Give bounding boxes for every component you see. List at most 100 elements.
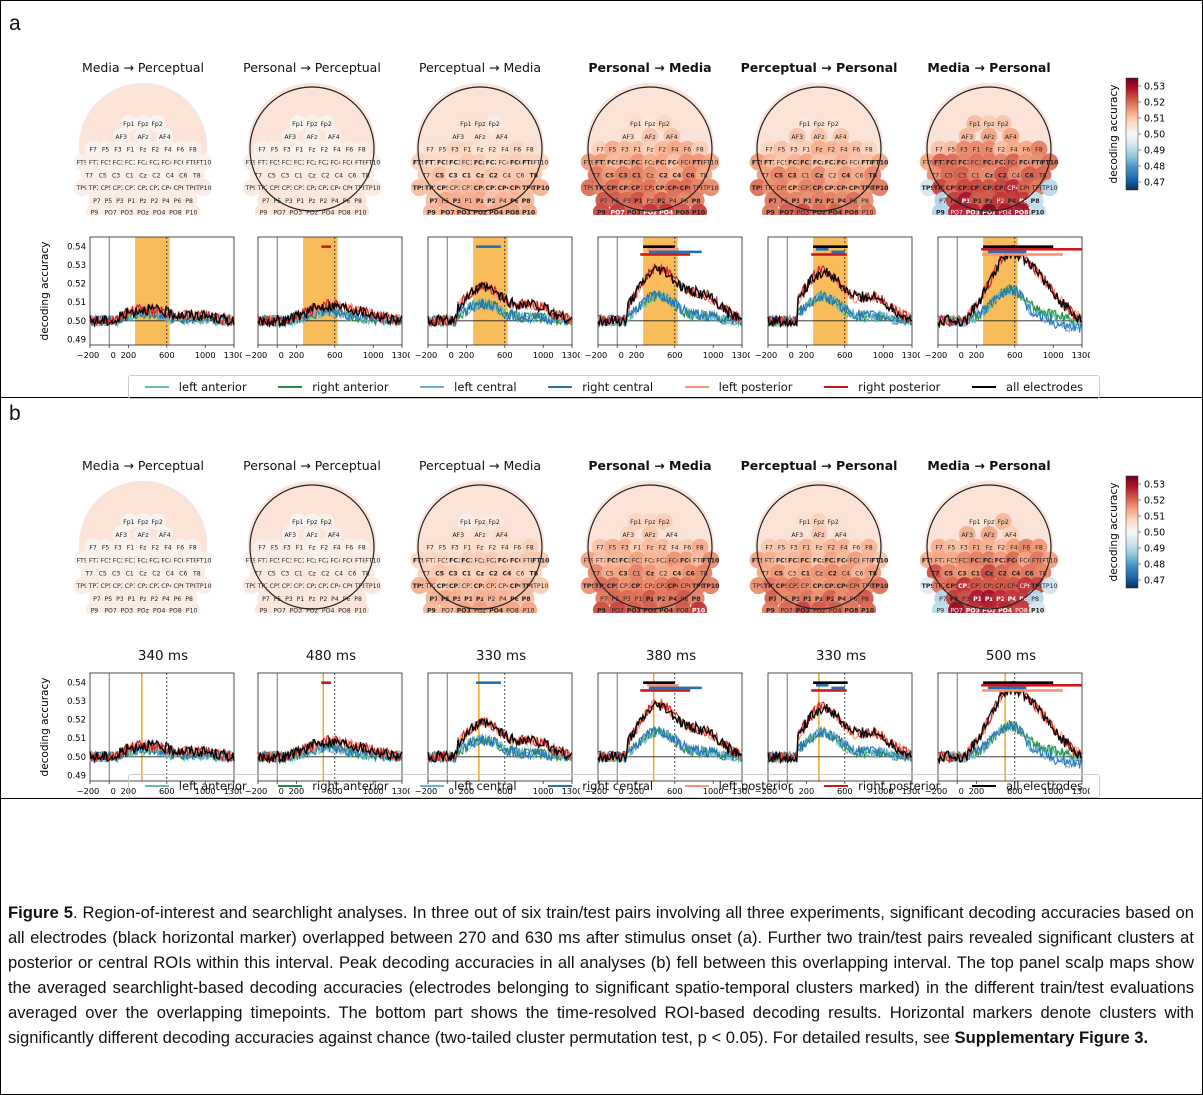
electrode-label: AFz xyxy=(137,532,148,539)
electrode: C1 xyxy=(967,166,985,184)
electrode-label: FC1 xyxy=(970,558,983,565)
x-tick-label: 1000 xyxy=(533,786,554,796)
electrode-label: C4 xyxy=(335,172,343,179)
x-tick-label: 600 xyxy=(837,350,853,360)
electrode-label: POz xyxy=(982,210,996,216)
electrode-label: FC5 xyxy=(777,160,789,167)
electrode-label: P2 xyxy=(826,596,835,603)
electrode: CP3 xyxy=(617,577,635,595)
electrode-label: FC1 xyxy=(125,558,137,565)
electrode-label: P6 xyxy=(850,198,858,205)
electrode-label: CP5 xyxy=(777,185,789,192)
electrode: FT8 xyxy=(1029,551,1047,569)
electrode: CP6 xyxy=(340,179,357,197)
electrode: Fpz xyxy=(134,513,152,531)
electrode-label: FC5 xyxy=(947,558,959,565)
electrode: FC2 xyxy=(483,153,501,171)
electrode-label: C4 xyxy=(842,570,850,577)
electrode-label: F5 xyxy=(948,147,956,154)
electrode-label: TP9 xyxy=(75,185,88,192)
electrode-label: CP2 xyxy=(656,583,668,590)
electrode: FT7 xyxy=(761,551,779,569)
x-tick-label: 600 xyxy=(667,786,683,796)
electrode-label: F3 xyxy=(790,545,798,552)
x-tick-label: 600 xyxy=(667,350,683,360)
electrode-label: F4 xyxy=(1010,147,1018,154)
electrode-label: AFz xyxy=(137,134,148,141)
electrode: CP5 xyxy=(605,577,622,595)
electrode-label: F3 xyxy=(114,545,122,552)
electrode-label: P5 xyxy=(951,198,959,205)
electrode: Fpz xyxy=(980,115,998,133)
electrode: F1 xyxy=(459,140,476,158)
electrode-label: FT7 xyxy=(935,558,946,565)
electrode: FC6 xyxy=(171,153,188,171)
electrode: C6 xyxy=(511,564,529,582)
electrode: CP2 xyxy=(992,179,1010,197)
electrode-label: F2 xyxy=(828,147,836,154)
electrode-label: F3 xyxy=(283,545,291,552)
y-tick-label: 0.54 xyxy=(67,242,86,252)
electrode: F5 xyxy=(266,140,284,158)
electrode-label: FC4 xyxy=(837,558,851,565)
electrode-label: PO8 xyxy=(506,608,519,614)
electrode: Fz xyxy=(641,538,659,556)
electrode: C6 xyxy=(343,564,361,582)
electrode: CP1 xyxy=(291,179,309,197)
electrode-label: AF3 xyxy=(622,532,634,539)
electrode-label: TP9 xyxy=(752,185,765,192)
electrode-label: P8 xyxy=(1031,198,1040,205)
electrode-label: F4 xyxy=(164,545,172,552)
electrode-label: AF3 xyxy=(791,532,803,539)
electrode-label: F7 xyxy=(89,147,97,154)
electrode: C5 xyxy=(601,564,619,582)
electrode-label: CP5 xyxy=(607,583,620,590)
electrode-label: C3 xyxy=(619,172,628,179)
x-tick-label: 600 xyxy=(1007,350,1023,360)
electrode-label: C1 xyxy=(294,570,302,577)
electrode: AF3 xyxy=(112,127,130,145)
electrode: AF4 xyxy=(832,525,850,543)
peak-time-label: 340 ms xyxy=(137,648,189,664)
electrode-label: P1 xyxy=(297,198,305,205)
electrode: CP4 xyxy=(495,179,513,197)
electrode: FC5 xyxy=(944,551,961,569)
electrode-label: AF3 xyxy=(961,134,973,141)
electrode-label: PO7 xyxy=(441,210,455,216)
plot-frame xyxy=(767,236,913,346)
electrode: F8 xyxy=(691,140,709,158)
electrode-label: P1 xyxy=(297,596,305,603)
electrode-label: P7 xyxy=(600,198,608,205)
electrode: C4 xyxy=(161,564,179,582)
electrode: C2 xyxy=(316,564,334,582)
electrode-label: F3 xyxy=(960,147,968,154)
plot-frame xyxy=(89,672,235,782)
electrode-label: F3 xyxy=(451,147,459,154)
electrode-label: FC1 xyxy=(632,558,644,565)
electrode: T8 xyxy=(188,564,206,582)
electrode: FC5 xyxy=(435,551,452,569)
electrode-label: TP8 xyxy=(861,185,874,192)
electrode: Fpz xyxy=(810,513,828,531)
electrode-label: P6 xyxy=(174,596,182,603)
electrode-label: TP10 xyxy=(364,185,380,192)
electrode: F7 xyxy=(421,140,439,158)
electrode: F5 xyxy=(97,140,115,158)
electrode-label: Fp2 xyxy=(997,519,1008,526)
electrode-label: C5 xyxy=(945,172,953,179)
x-tick-label: 1000 xyxy=(703,786,724,796)
scalp-map: Fp1 Fpz Fp2 AF3 AFz AF4 F7 F5 F3 F1 Fz F2 F4 F6 F8 FT9 F… xyxy=(68,77,218,244)
electrode: F5 xyxy=(434,140,452,158)
electrode: FCz xyxy=(134,551,152,569)
electrode-label: T8 xyxy=(699,570,708,577)
electrode: FT8 xyxy=(690,551,708,569)
electrode-label: TP8 xyxy=(522,185,535,192)
electrode-label: PO7 xyxy=(611,210,625,216)
panel-b-letter: b xyxy=(9,402,21,425)
electrode-label: C5 xyxy=(99,172,107,179)
electrode-label: CP4 xyxy=(837,583,851,590)
electrode: Fz xyxy=(641,140,659,158)
electrode: FC5 xyxy=(435,153,452,171)
